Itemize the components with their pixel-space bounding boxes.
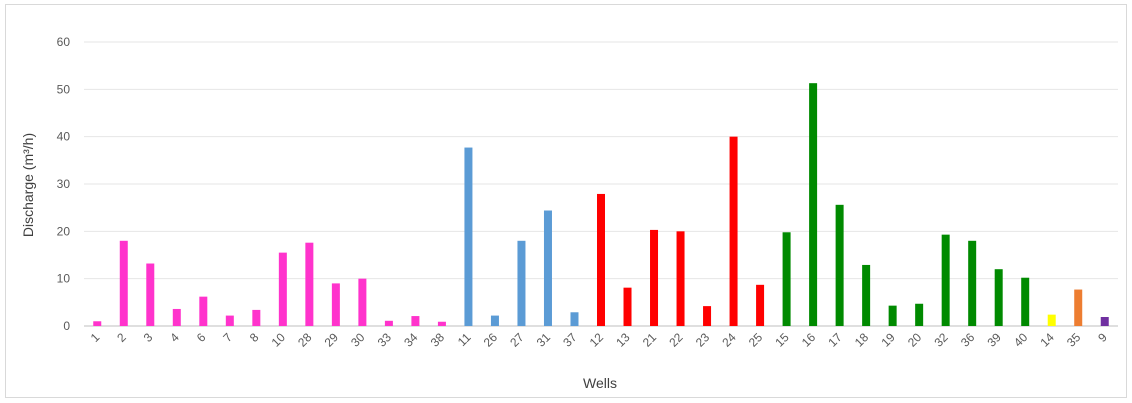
- x-tick-label: 37: [560, 330, 580, 350]
- x-tick-label: 28: [295, 330, 315, 350]
- x-axis-ticks: 1 2 3 4 6 7 8 10 28 29 30 33 34 38 11 26 27 31 37 12 13 21 22 2…: [88, 330, 1110, 350]
- x-tick-label: 18: [852, 330, 872, 350]
- x-tick-label: 9: [1095, 330, 1110, 345]
- bar-well-8: [252, 309, 261, 326]
- bar-well-20: [915, 303, 924, 326]
- bar-well-31: [543, 210, 552, 326]
- x-tick-label: 36: [958, 330, 978, 350]
- bar-well-1: [93, 321, 102, 326]
- x-tick-label: 8: [247, 330, 262, 345]
- bar-well-17: [835, 204, 844, 326]
- bar-well-39: [994, 269, 1003, 326]
- x-axis-title: Wells: [583, 375, 617, 391]
- x-tick-label: 4: [167, 330, 182, 345]
- x-tick-label: 10: [269, 330, 289, 350]
- x-tick-label: 19: [878, 330, 898, 350]
- y-axis-ticks: 0 10 20 30 40 50 60: [57, 35, 71, 333]
- x-tick-label: 26: [481, 330, 501, 350]
- bar-well-14: [1047, 314, 1056, 326]
- x-tick-label: 6: [194, 330, 209, 345]
- bar-well-21: [650, 229, 659, 326]
- bar-well-4: [172, 308, 181, 326]
- x-tick-label: 27: [507, 330, 527, 350]
- bar-well-27: [517, 240, 526, 326]
- bar-well-30: [358, 278, 367, 326]
- x-tick-label: 15: [772, 330, 792, 350]
- x-tick-label: 3: [141, 330, 156, 345]
- x-tick-label: 35: [1064, 330, 1084, 350]
- x-tick-label: 12: [587, 330, 607, 350]
- bar-well-23: [703, 306, 712, 326]
- x-tick-label: 29: [322, 330, 342, 350]
- x-tick-label: 11: [455, 330, 474, 349]
- x-tick-label: 38: [428, 330, 448, 350]
- y-tick-label: 0: [63, 319, 70, 333]
- bar-well-29: [331, 283, 340, 326]
- x-tick-label: 14: [1037, 330, 1057, 350]
- x-tick-label: 17: [825, 330, 845, 350]
- x-tick-label: 20: [905, 330, 925, 350]
- bar-well-2: [119, 240, 128, 326]
- bar-well-33: [384, 320, 393, 326]
- bar-well-40: [1021, 277, 1030, 326]
- x-tick-label: 25: [746, 330, 766, 350]
- bar-well-19: [888, 305, 897, 326]
- bar-well-15: [782, 232, 791, 326]
- bar-well-25: [756, 284, 765, 326]
- bar-well-36: [968, 240, 977, 326]
- bar-well-11: [464, 147, 473, 326]
- y-tick-label: 10: [57, 272, 71, 286]
- y-axis-title: Discharge (m³/h): [20, 133, 36, 237]
- x-tick-label: 23: [693, 330, 713, 350]
- x-tick-label: 1: [88, 330, 103, 345]
- bar-well-7: [225, 315, 234, 326]
- y-tick-label: 20: [57, 224, 71, 238]
- bar-well-6: [199, 296, 208, 326]
- bar-well-32: [941, 234, 950, 326]
- x-tick-label: 31: [534, 330, 554, 350]
- bar-well-34: [411, 316, 420, 326]
- y-tick-label: 40: [57, 130, 71, 144]
- bar-well-12: [597, 193, 605, 326]
- x-tick-label: 39: [984, 330, 1004, 350]
- bar-well-38: [437, 321, 446, 326]
- y-tick-label: 60: [57, 35, 71, 49]
- bar-well-18: [862, 264, 871, 326]
- x-tick-label: 32: [931, 330, 951, 350]
- bar-well-22: [676, 231, 685, 326]
- bar-well-10: [278, 252, 287, 326]
- x-tick-label: 22: [666, 330, 686, 350]
- bar-well-13: [623, 287, 632, 326]
- bar-well-3: [146, 263, 155, 326]
- y-tick-label: 30: [57, 177, 71, 191]
- x-tick-label: 34: [401, 330, 421, 350]
- bar-well-26: [490, 315, 499, 326]
- x-tick-label: 7: [220, 330, 235, 345]
- x-tick-label: 33: [375, 330, 395, 350]
- x-tick-label: 21: [640, 330, 660, 350]
- x-tick-label: 24: [719, 330, 739, 350]
- bar-well-37: [570, 312, 579, 326]
- x-tick-label: 30: [348, 330, 368, 350]
- bar-well-28: [305, 242, 314, 326]
- chart-frame: [5, 4, 1127, 398]
- x-tick-label: 16: [799, 330, 819, 350]
- x-tick-label: 40: [1011, 330, 1031, 350]
- x-tick-label: 2: [114, 330, 129, 345]
- bar-well-9: [1100, 317, 1109, 326]
- bar-well-35: [1074, 289, 1083, 326]
- bar-well-16: [809, 83, 818, 327]
- y-tick-label: 50: [57, 82, 71, 96]
- bars: [93, 83, 1109, 327]
- x-tick-label: 13: [613, 330, 633, 350]
- bar-well-24: [729, 136, 738, 326]
